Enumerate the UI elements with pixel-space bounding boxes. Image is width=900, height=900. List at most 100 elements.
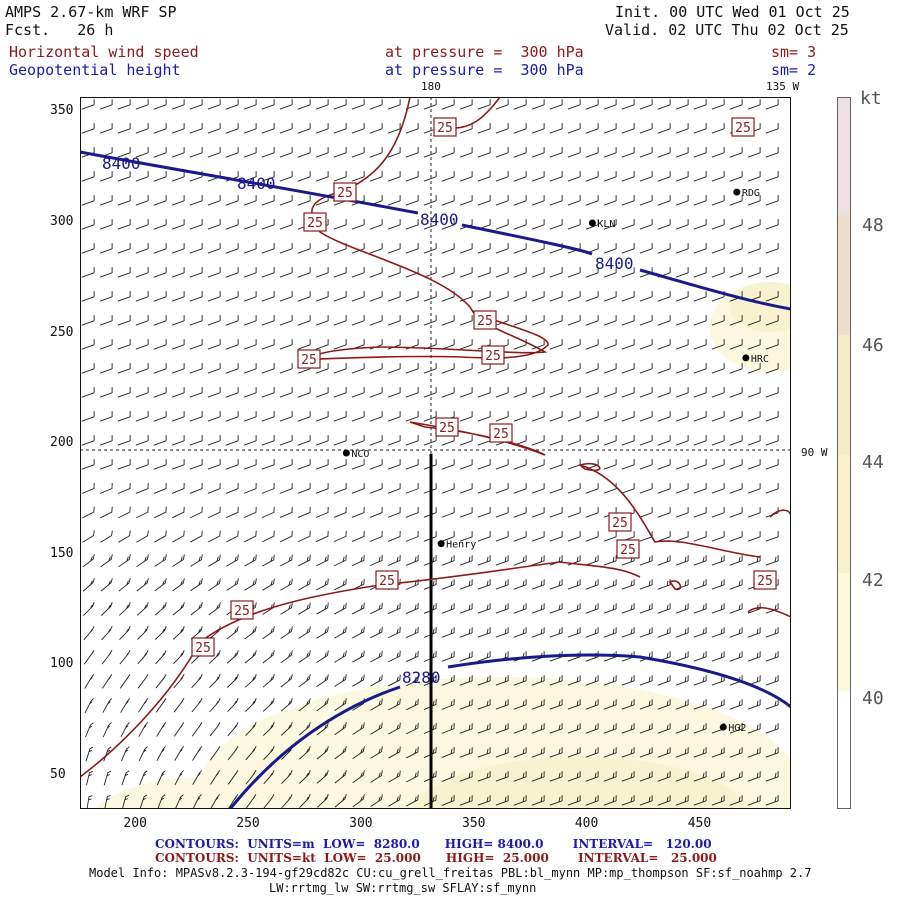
wind-barb — [603, 747, 617, 758]
wind-barb — [243, 99, 257, 110]
wind-barb — [262, 674, 275, 688]
wind-barb — [387, 243, 401, 254]
wind-barb — [334, 674, 347, 687]
wind-barb — [369, 435, 383, 446]
y-tick-label: 250 — [50, 324, 74, 340]
wind-barb — [136, 578, 149, 592]
wind-barb — [585, 123, 599, 134]
wind-barb — [244, 626, 257, 640]
speed-contour-label: 25 — [731, 117, 755, 137]
wind-barb — [603, 267, 617, 278]
wind-barb — [388, 770, 401, 783]
wind-barb — [171, 482, 185, 494]
wind-barb — [189, 363, 203, 374]
wind-barb — [459, 747, 473, 758]
wind-barb — [603, 579, 617, 590]
wind-barb — [657, 459, 671, 470]
wind-barb — [207, 363, 221, 374]
wind-barb — [189, 435, 203, 446]
wind-barb — [225, 435, 239, 446]
wind-barb — [81, 363, 95, 374]
wind-barb — [81, 171, 95, 182]
wind-barb — [316, 602, 329, 615]
wind-barb — [387, 650, 401, 663]
wind-barb — [495, 699, 509, 710]
wind-barb — [153, 171, 167, 182]
wind-barb — [135, 435, 149, 446]
wind-barb — [334, 794, 347, 808]
wind-barb — [765, 603, 779, 614]
wind-barb — [405, 243, 419, 254]
wind-barb — [513, 171, 527, 182]
wind-barb — [154, 554, 167, 567]
wind-barb — [657, 171, 671, 182]
wind-barb — [747, 651, 761, 662]
wind-barb — [459, 291, 473, 302]
wind-barb — [225, 291, 239, 302]
wind-barb — [549, 195, 563, 206]
wind-barb — [243, 530, 257, 543]
wind-barb — [405, 171, 419, 182]
wind-barb — [117, 506, 131, 519]
wind-barb — [657, 387, 671, 398]
wind-barb — [675, 123, 689, 134]
wind-barb — [387, 483, 401, 494]
wind-barb — [243, 219, 257, 230]
wind-barb — [136, 602, 149, 616]
wind-barb — [207, 99, 221, 110]
wind-barb — [513, 507, 527, 518]
wind-barb — [423, 698, 437, 711]
wind-barb — [657, 555, 671, 566]
wind-barb — [513, 195, 527, 206]
wind-barb — [711, 363, 725, 374]
wind-barb — [639, 315, 653, 326]
wind-barb — [477, 723, 491, 734]
wind-barb — [101, 625, 113, 641]
wind-barb — [261, 435, 275, 446]
wind-barb — [135, 506, 149, 519]
wind-barb — [423, 315, 437, 326]
wind-barb — [297, 99, 311, 110]
wind-barb — [693, 363, 707, 374]
wind-barb — [531, 771, 545, 782]
wind-barb — [405, 147, 419, 158]
wind-barb — [279, 267, 293, 278]
station-label: KLN — [597, 219, 615, 230]
wind-barb — [585, 435, 599, 446]
wind-barb — [153, 363, 167, 374]
wind-barb — [153, 267, 167, 278]
wind-barb — [549, 291, 563, 302]
wind-barb — [279, 506, 293, 518]
wind-barb — [567, 219, 581, 230]
wind-barb — [118, 554, 131, 568]
wind-barb — [137, 673, 149, 689]
wind-barb — [495, 531, 509, 542]
wind-barb — [477, 627, 491, 638]
wind-barb — [495, 195, 509, 206]
svg-text:25: 25 — [439, 421, 455, 436]
wind-barb — [81, 99, 95, 110]
wind-barb — [747, 675, 761, 686]
wind-barb — [441, 699, 455, 710]
speed-contour-label: 25 — [375, 570, 399, 590]
wind-barb — [405, 483, 419, 494]
wind-barb — [135, 482, 149, 494]
wind-barb — [263, 722, 275, 736]
wind-barb — [99, 387, 113, 398]
field2-level: at pressure = 300 hPa — [385, 61, 584, 79]
wind-barb — [245, 721, 257, 737]
wind-barb — [192, 794, 202, 809]
wind-barb — [549, 795, 563, 806]
wind-barb — [153, 506, 167, 519]
wind-barb — [765, 291, 779, 302]
wind-barb — [405, 123, 419, 134]
wind-barb — [297, 435, 311, 446]
wind-barb — [549, 99, 563, 110]
wind-barb — [369, 123, 383, 134]
wind-barb — [459, 531, 473, 542]
wind-barb — [351, 578, 365, 591]
wind-barb — [711, 507, 725, 518]
wind-barb — [101, 649, 113, 665]
wind-barb — [315, 435, 329, 446]
wind-barb — [189, 99, 203, 110]
